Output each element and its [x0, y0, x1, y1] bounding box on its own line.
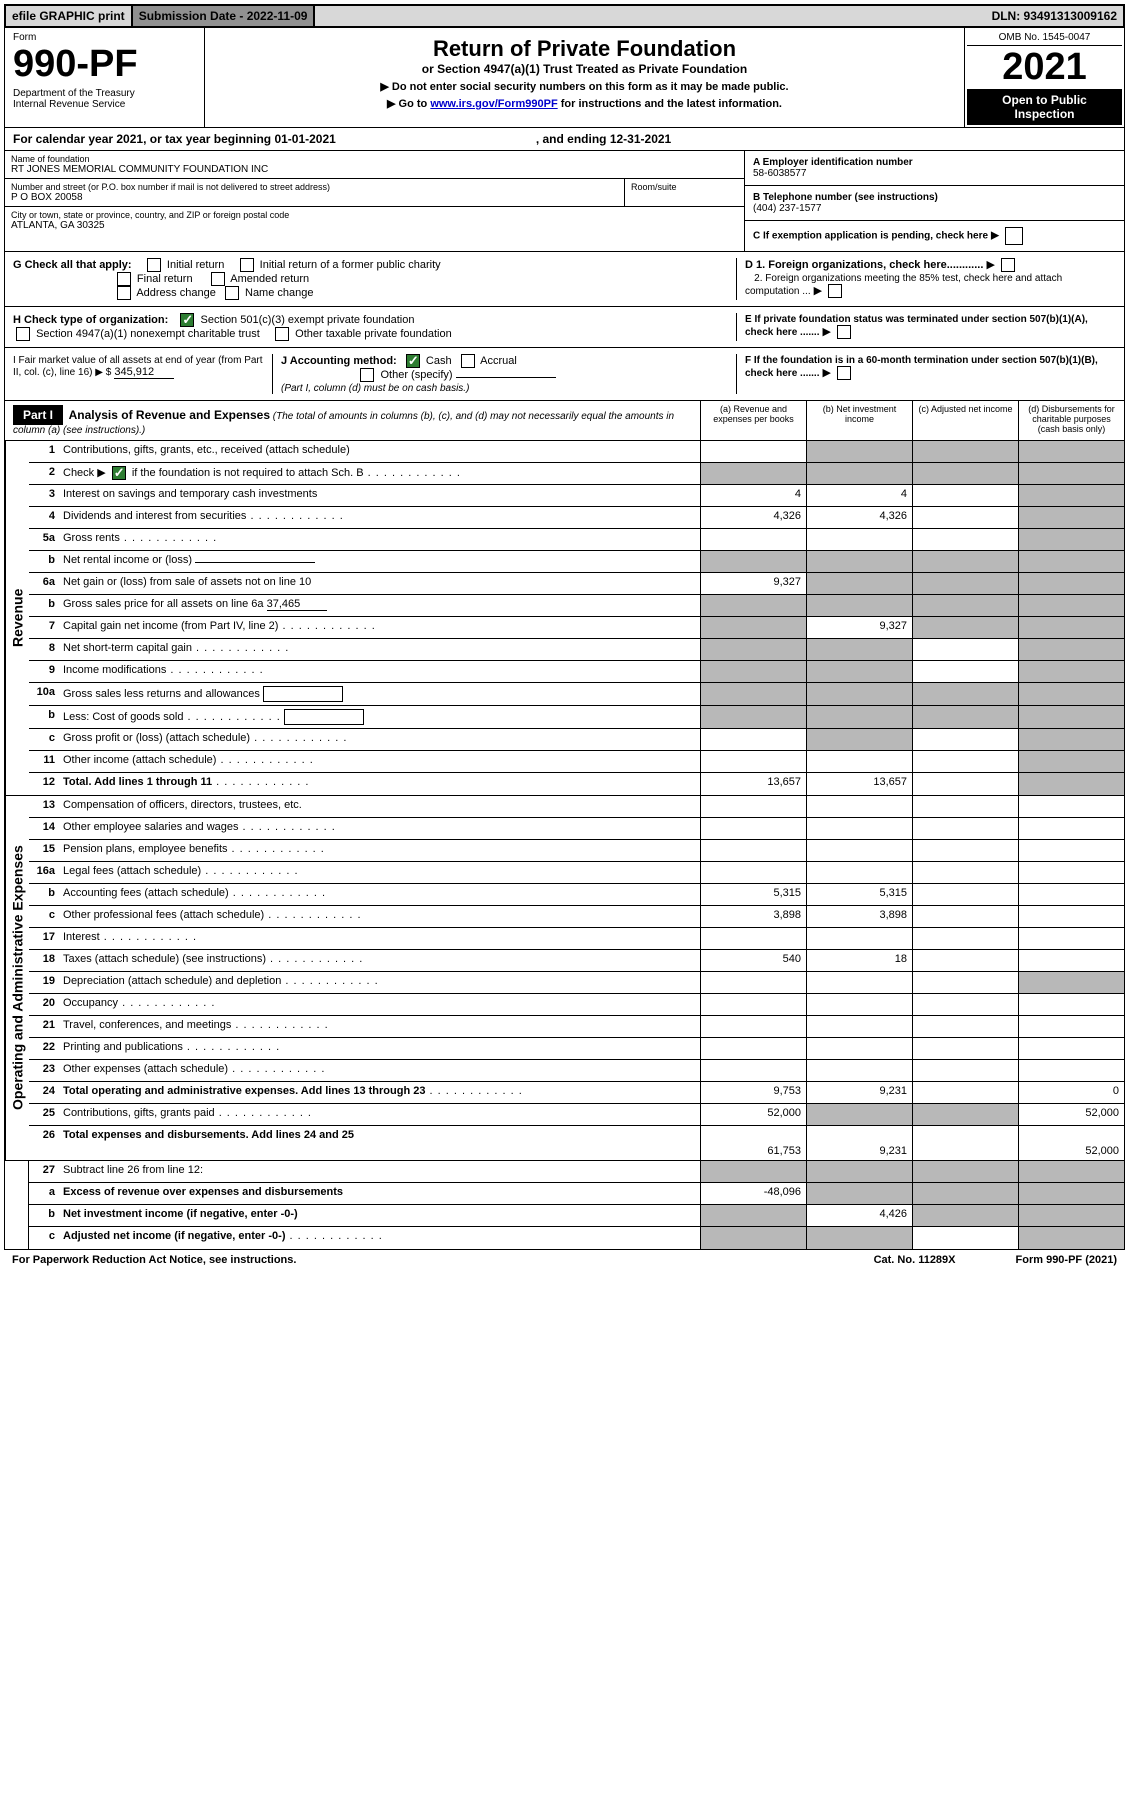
- revenue-label: Revenue: [5, 441, 29, 795]
- form-title: Return of Private Foundation: [213, 36, 956, 62]
- foreign-85-checkbox[interactable]: [828, 284, 842, 298]
- 60month-checkbox[interactable]: [837, 366, 851, 380]
- check-row-ij: I Fair market value of all assets at end…: [4, 348, 1125, 401]
- final-return-checkbox[interactable]: [117, 272, 131, 286]
- year-box: OMB No. 1545-0047 2021 Open to Public In…: [964, 28, 1124, 127]
- col-d-head: (d) Disbursements for charitable purpose…: [1018, 401, 1124, 440]
- section-f: F If the foundation is in a 60-month ter…: [736, 354, 1116, 394]
- 501c3-checkbox[interactable]: [180, 313, 194, 327]
- part1-badge: Part I: [13, 405, 63, 425]
- schb-checkbox[interactable]: [112, 466, 126, 480]
- tax-year: 2021: [967, 46, 1122, 89]
- address-change-checkbox[interactable]: [117, 286, 131, 300]
- initial-return-checkbox[interactable]: [147, 258, 161, 272]
- submission-date: Submission Date - 2022-11-09: [133, 6, 316, 26]
- note-2: ▶ Go to www.irs.gov/Form990PF for instru…: [213, 97, 956, 110]
- col-c-head: (c) Adjusted net income: [912, 401, 1018, 440]
- fmv-value: 345,912: [114, 366, 174, 379]
- open-inspection: Open to Public Inspection: [967, 89, 1122, 125]
- dept-label: Department of the Treasury Internal Reve…: [13, 88, 196, 110]
- ein-cell: A Employer identification number 58-6038…: [745, 151, 1124, 186]
- irs-link[interactable]: www.irs.gov/Form990PF: [430, 98, 557, 110]
- form-subtitle: or Section 4947(a)(1) Trust Treated as P…: [213, 62, 956, 76]
- phone-cell: B Telephone number (see instructions) (4…: [745, 186, 1124, 221]
- street-address: P O BOX 20058: [11, 192, 618, 203]
- omb-number: OMB No. 1545-0047: [967, 30, 1122, 46]
- status-terminated-checkbox[interactable]: [837, 325, 851, 339]
- top-bar: efile GRAPHIC print Submission Date - 20…: [4, 4, 1125, 28]
- section-d: D 1. Foreign organizations, check here..…: [736, 258, 1116, 300]
- form-header: Form 990-PF Department of the Treasury I…: [4, 28, 1125, 128]
- foundation-name: RT JONES MEMORIAL COMMUNITY FOUNDATION I…: [11, 164, 738, 175]
- city-cell: City or town, state or province, country…: [5, 207, 744, 234]
- check-row-g: G Check all that apply: Initial return I…: [4, 252, 1125, 307]
- efile-badge[interactable]: efile GRAPHIC print: [6, 6, 133, 26]
- page-footer: For Paperwork Reduction Act Notice, see …: [4, 1250, 1125, 1270]
- expenses-section: Operating and Administrative Expenses 13…: [4, 796, 1125, 1161]
- exemption-checkbox[interactable]: [1005, 227, 1023, 245]
- summary-section: 27Subtract line 26 from line 12: aExcess…: [4, 1161, 1125, 1250]
- foundation-name-cell: Name of foundation RT JONES MEMORIAL COM…: [5, 151, 744, 179]
- form-label: Form: [13, 32, 196, 43]
- form-box: Form 990-PF Department of the Treasury I…: [5, 28, 205, 127]
- dln: DLN: 93491313009162: [986, 6, 1123, 26]
- foreign-org-checkbox[interactable]: [1001, 258, 1015, 272]
- paperwork-notice: For Paperwork Reduction Act Notice, see …: [12, 1254, 296, 1266]
- amended-return-checkbox[interactable]: [211, 272, 225, 286]
- col-b-head: (b) Net investment income: [806, 401, 912, 440]
- section-e: E If private foundation status was termi…: [736, 313, 1116, 341]
- phone-value: (404) 237-1577: [753, 203, 821, 214]
- part1-header-row: Part I Analysis of Revenue and Expenses …: [4, 401, 1125, 441]
- check-row-h: H Check type of organization: Section 50…: [4, 307, 1125, 348]
- part1-title: Analysis of Revenue and Expenses: [69, 408, 270, 422]
- other-taxable-checkbox[interactable]: [275, 327, 289, 341]
- col-a-head: (a) Revenue and expenses per books: [700, 401, 806, 440]
- info-grid: Name of foundation RT JONES MEMORIAL COM…: [4, 151, 1125, 252]
- revenue-section: Revenue 1Contributions, gifts, grants, e…: [4, 441, 1125, 796]
- name-change-checkbox[interactable]: [225, 286, 239, 300]
- note-1: ▶ Do not enter social security numbers o…: [213, 80, 956, 93]
- city-state-zip: ATLANTA, GA 30325: [11, 220, 738, 231]
- accrual-checkbox[interactable]: [461, 354, 475, 368]
- form-number: 990-PF: [13, 43, 196, 86]
- 4947a1-checkbox[interactable]: [16, 327, 30, 341]
- ein-value: 58-6038577: [753, 168, 806, 179]
- room-suite-cell: Room/suite: [624, 179, 744, 207]
- expenses-label: Operating and Administrative Expenses: [5, 796, 29, 1160]
- title-box: Return of Private Foundation or Section …: [205, 28, 964, 127]
- other-method-checkbox[interactable]: [360, 368, 374, 382]
- cat-number: Cat. No. 11289X: [874, 1254, 956, 1266]
- calendar-year-row: For calendar year 2021, or tax year begi…: [4, 128, 1125, 151]
- form-ref: Form 990-PF (2021): [1016, 1254, 1117, 1266]
- initial-former-checkbox[interactable]: [240, 258, 254, 272]
- cash-checkbox[interactable]: [406, 354, 420, 368]
- exemption-pending-cell: C If exemption application is pending, c…: [745, 221, 1124, 251]
- address-cell: Number and street (or P.O. box number if…: [5, 179, 624, 207]
